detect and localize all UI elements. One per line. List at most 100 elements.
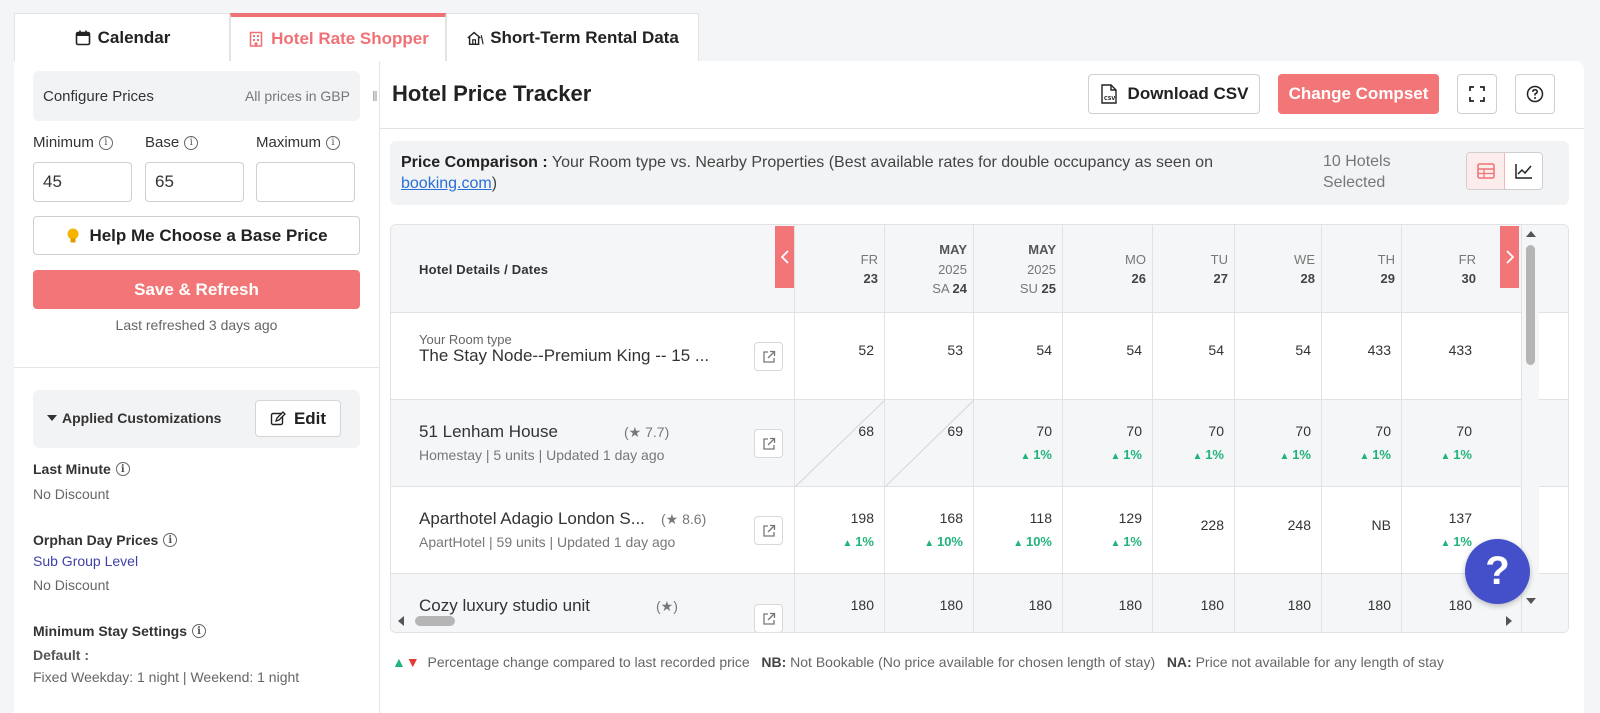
price-change-value: 1%: [1123, 447, 1142, 462]
tracker-panel: ‖ Hotel Price Tracker CSV Download CSV C…: [372, 61, 1584, 713]
open-external-button[interactable]: [754, 342, 783, 371]
minimum-price-input[interactable]: [33, 162, 132, 202]
booking-link[interactable]: booking.com: [401, 175, 492, 192]
info-icon[interactable]: i: [163, 533, 178, 547]
resize-handle-icon[interactable]: ‖: [372, 88, 379, 104]
tab-hotel-rate-shopper[interactable]: Hotel Rate Shopper: [230, 13, 446, 61]
calendar-icon: [75, 30, 90, 45]
edit-customizations-button[interactable]: Edit: [255, 400, 341, 437]
house-icon: [467, 31, 484, 45]
date-day: MO 26: [1125, 250, 1146, 288]
price-cell: 168 ▲ 10%: [884, 487, 973, 573]
open-external-button[interactable]: [754, 604, 783, 632]
configure-panel: Configure Prices All prices in GBP Minim…: [14, 61, 380, 713]
download-csv-button[interactable]: CSV Download CSV: [1088, 74, 1260, 114]
info-icon[interactable]: i: [115, 462, 130, 476]
price-cell: 70 ▲ 1%: [973, 400, 1062, 486]
change-compset-button[interactable]: Change Compset: [1278, 74, 1439, 114]
hotel-name[interactable]: The Stay Node--Premium King -- 15 ...: [419, 346, 710, 365]
info-icon[interactable]: i: [326, 135, 341, 150]
external-link-icon: [762, 612, 775, 625]
price-cell: 70 ▲ 1%: [1062, 400, 1152, 486]
main-card: Configure Prices All prices in GBP Minim…: [14, 61, 1584, 713]
last-minute-value: No Discount: [33, 486, 110, 502]
price-comparison-end: ): [491, 175, 498, 192]
arrow-up-icon: ▲: [842, 538, 856, 549]
info-icon[interactable]: i: [184, 135, 199, 150]
base-price-input[interactable]: [145, 162, 244, 202]
legend: ▲▼ Percentage change compared to last re…: [392, 654, 1444, 670]
fullscreen-button[interactable]: [1457, 74, 1497, 114]
chart-view-button[interactable]: [1505, 153, 1542, 189]
prev-dates-button[interactable]: [775, 226, 794, 288]
page-title: Hotel Price Tracker: [392, 81, 592, 106]
minimum-label-text: Minimum: [33, 134, 94, 151]
price-value: NB: [1371, 517, 1391, 533]
orphan-day-title: Orphan Day Prices: [33, 532, 159, 548]
date-year: 2025: [938, 262, 967, 277]
price-value: 70: [1126, 423, 1142, 439]
next-dates-button[interactable]: [1500, 226, 1519, 288]
hotel-name[interactable]: Cozy luxury studio unit: [419, 596, 591, 615]
date-weekday: TU: [1210, 252, 1228, 267]
price-value: 180: [1028, 597, 1052, 613]
vertical-scroll-thumb[interactable]: [1526, 245, 1535, 365]
price-cell: 68: [794, 400, 885, 487]
tab-calendar[interactable]: Calendar: [14, 13, 230, 61]
tab-label: Hotel Rate Shopper: [271, 29, 429, 48]
help-choose-base-price-button[interactable]: Help Me Choose a Base Price: [33, 216, 360, 255]
price-comparison-text: Price Comparison : Your Room type vs. Ne…: [401, 152, 1271, 194]
last-minute-label: Last Minute i: [33, 461, 130, 477]
date-month: MAY: [1028, 242, 1056, 257]
hotel-rating: (★ 7.7): [624, 424, 670, 440]
applied-customizations-toggle[interactable]: Applied Customizations: [47, 410, 221, 426]
legend-na-text: Price not available for any length of st…: [1195, 654, 1444, 670]
date-column-header: TU 27: [1152, 225, 1234, 313]
open-external-button[interactable]: [754, 429, 783, 458]
scroll-up-icon[interactable]: [1526, 230, 1536, 238]
table-view-button[interactable]: [1467, 153, 1505, 189]
csv-file-icon: CSV: [1100, 84, 1117, 104]
date-day: FR 23: [861, 250, 878, 288]
vertical-scrollbar[interactable]: [1521, 225, 1539, 632]
scroll-right-icon[interactable]: [1505, 616, 1513, 626]
date-column-header: TH 29: [1321, 225, 1401, 313]
help-button[interactable]: [1515, 74, 1555, 114]
base-label-text: Base: [145, 134, 180, 151]
orphan-day-label: Orphan Day Prices i: [33, 532, 178, 548]
price-change: ▲ 1%: [1441, 447, 1472, 462]
price-cell: 70 ▲ 1%: [1401, 400, 1482, 486]
legend-na-label: NA:: [1166, 654, 1192, 670]
price-value: 70: [1036, 423, 1052, 439]
price-cell: 129 ▲ 1%: [1062, 487, 1152, 573]
tab-short-term-rental-data[interactable]: Short-Term Rental Data: [446, 13, 699, 61]
hotel-details: ApartHotel | 59 units | Updated 1 day ag…: [419, 534, 676, 550]
price-value: 198: [850, 510, 874, 526]
info-icon[interactable]: i: [98, 135, 113, 150]
star-icon: ★: [665, 511, 679, 527]
price-change: ▲ 1%: [1021, 447, 1052, 462]
price-cell: 137 ▲ 1%: [1401, 487, 1482, 573]
price-cell: 53: [884, 313, 973, 399]
open-external-button[interactable]: [754, 516, 783, 545]
maximum-price-input[interactable]: [256, 162, 355, 202]
price-cell: NB: [1321, 487, 1401, 573]
legend-nb-text: Not Bookable (No price available for cho…: [790, 654, 1156, 670]
table-row: Cozy luxury studio unit (★) 180 180 180 180 18…: [391, 574, 1568, 632]
rating-value: 8.6: [682, 511, 702, 527]
scroll-down-icon[interactable]: [1526, 597, 1536, 605]
sub-group-level-link[interactable]: Sub Group Level: [33, 553, 139, 569]
help-chat-button[interactable]: ?: [1465, 539, 1530, 604]
external-link-icon: [762, 350, 775, 363]
price-value: 129: [1118, 510, 1142, 526]
hotel-name[interactable]: 51 Lenham House: [419, 422, 558, 441]
info-icon[interactable]: i: [192, 624, 207, 638]
horizontal-scroll-thumb[interactable]: [415, 616, 455, 626]
save-refresh-button[interactable]: Save & Refresh: [33, 270, 360, 309]
hotel-name[interactable]: Aparthotel Adagio London S...: [419, 509, 645, 528]
date-day: TU 27: [1211, 250, 1228, 288]
price-change-value: 1%: [1033, 447, 1052, 462]
price-value: 180: [1287, 597, 1311, 613]
scroll-left-icon[interactable]: [397, 616, 405, 626]
arrow-up-icon: ▲: [1110, 451, 1124, 462]
